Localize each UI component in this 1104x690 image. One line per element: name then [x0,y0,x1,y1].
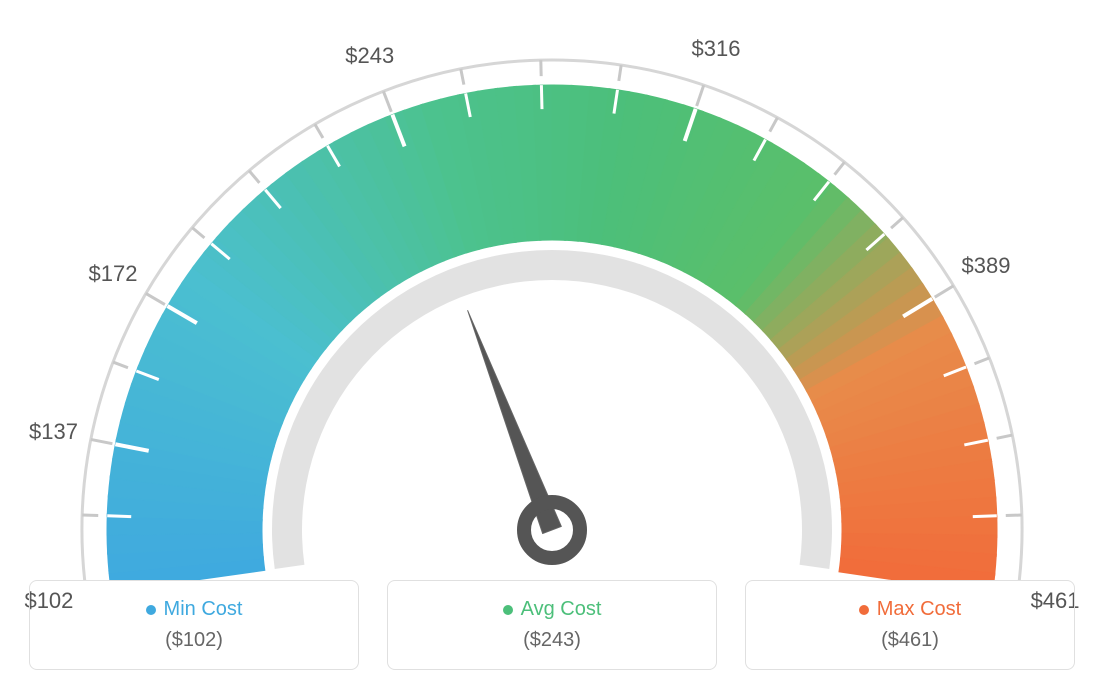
legend-dot-icon [859,605,869,615]
legend-card-max-cost: Max Cost ($461) [745,580,1075,670]
gauge-tick-label: $172 [89,261,138,287]
legend-value: ($243) [523,629,581,652]
gauge-tick-label: $137 [29,419,78,445]
legend-dot-icon [146,605,156,615]
gauge-tick-label: $316 [692,36,741,62]
legend-title: Max Cost [859,598,961,621]
gauge-tick-label: $389 [962,253,1011,279]
cost-gauge-chart: $102$137$172$243$316$389$461 [0,0,1104,560]
legend-value: ($102) [165,629,223,652]
legend-card-min-cost: Min Cost ($102) [29,580,359,670]
legend-card-avg-cost: Avg Cost ($243) [387,580,717,670]
legend-label: Min Cost [164,598,243,621]
legend-label: Avg Cost [521,598,602,621]
cost-legend: Min Cost ($102) Avg Cost ($243) Max Cost ($46… [29,580,1075,670]
legend-value: ($461) [881,629,939,652]
gauge-svg [0,0,1104,580]
legend-label: Max Cost [877,598,961,621]
legend-title: Min Cost [146,598,243,621]
legend-title: Avg Cost [503,598,602,621]
gauge-tick-label: $243 [345,43,394,69]
legend-dot-icon [503,605,513,615]
